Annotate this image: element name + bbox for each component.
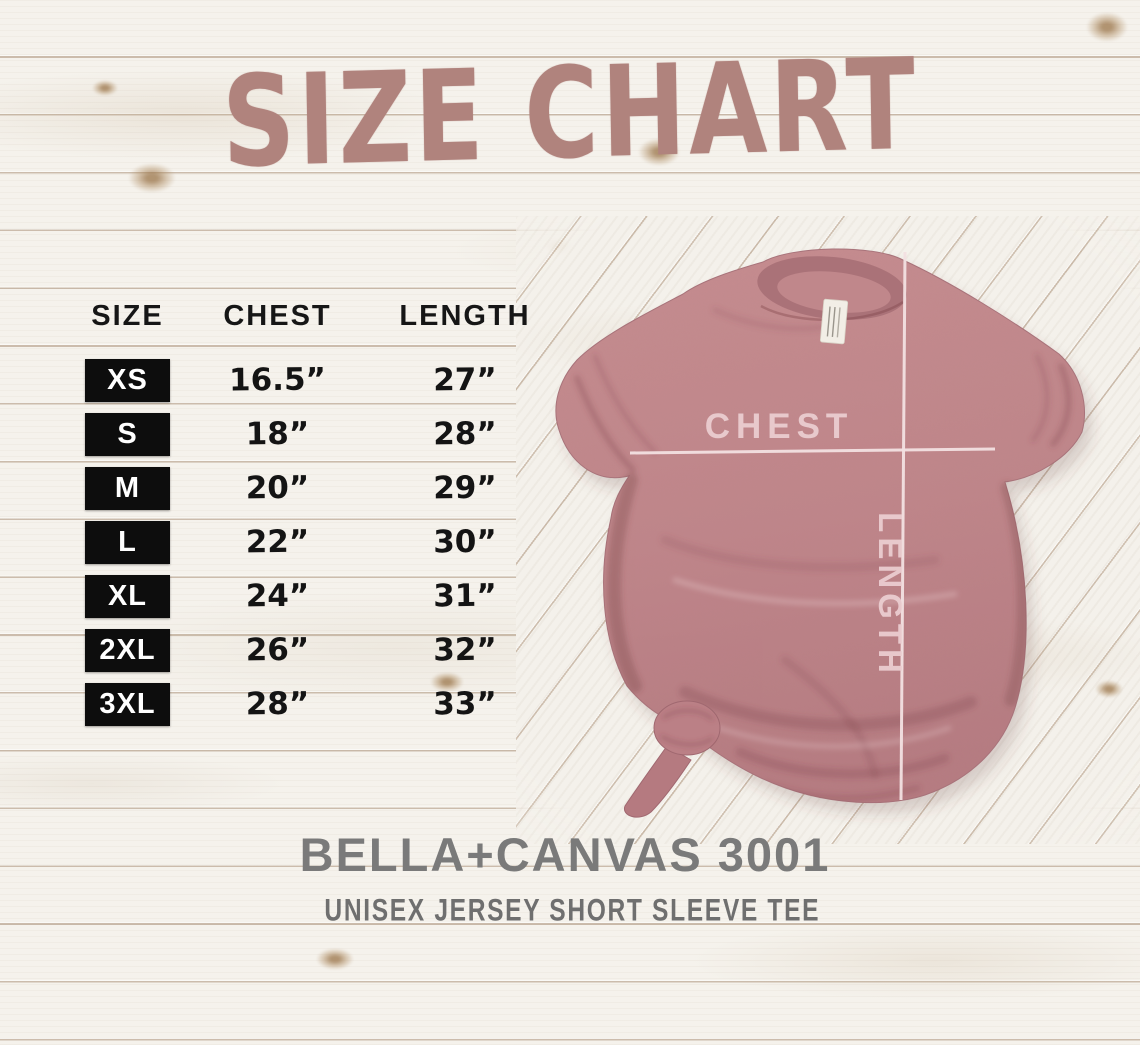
wood-knot: [128, 163, 176, 193]
length-value: 33”: [433, 685, 497, 723]
tshirt-photo: CHEST LENGTH: [535, 230, 1115, 830]
wood-knot: [430, 672, 464, 692]
size-badge: 2XL: [85, 629, 170, 672]
length-value: 30”: [433, 523, 497, 561]
table-header: SIZE CHEST LENGTH: [85, 300, 555, 333]
size-badge: S: [85, 413, 170, 456]
product-subtitle: UNISEX JERSEY SHORT SLEEVE TEE: [72, 893, 1072, 928]
size-badge: M: [85, 467, 170, 510]
header-size: SIZE: [91, 300, 164, 332]
chest-value: 28”: [245, 685, 310, 723]
chest-value: 24”: [245, 577, 310, 615]
length-value: 29”: [433, 469, 497, 507]
length-value: 32”: [433, 631, 497, 669]
table-row: S 18” 28”: [85, 413, 555, 456]
tshirt-collar: [757, 256, 907, 322]
chest-value: 26”: [245, 631, 310, 669]
chest-label: CHEST: [705, 407, 854, 446]
table-row: M 20” 29”: [85, 467, 555, 510]
header-chest: CHEST: [223, 300, 332, 332]
wood-knot: [1095, 680, 1123, 698]
table-row: XL 24” 31”: [85, 575, 555, 618]
chest-value: 18”: [245, 415, 310, 453]
chest-measure-line: [629, 447, 996, 455]
table-row: L 22” 30”: [85, 521, 555, 564]
size-badge: 3XL: [85, 683, 170, 726]
chest-value: 16.5”: [228, 361, 327, 399]
product-subtitle-text: UNISEX JERSEY SHORT SLEEVE TEE: [324, 893, 820, 928]
size-badge: XL: [85, 575, 170, 618]
length-value: 28”: [433, 415, 497, 453]
wood-knot: [638, 138, 680, 166]
chest-value: 22”: [245, 523, 310, 561]
length-label: LENGTH: [872, 512, 909, 678]
length-measure-line: [899, 251, 907, 801]
table-row: 2XL 26” 32”: [85, 629, 555, 672]
header-length: LENGTH: [399, 300, 531, 332]
wood-knot: [92, 80, 118, 96]
wood-knot: [316, 948, 354, 970]
neck-tag: [819, 298, 849, 345]
table-row: XS 16.5” 27”: [85, 359, 555, 402]
page-title: SIZE CHART: [221, 31, 919, 197]
size-badge: XS: [85, 359, 170, 402]
wood-knot: [1086, 12, 1128, 42]
hem-knot: [623, 700, 721, 818]
size-badge: L: [85, 521, 170, 564]
length-value: 27”: [433, 361, 497, 399]
chest-value: 20”: [245, 469, 310, 507]
brand-name: BELLA+CANVAS 3001: [299, 828, 831, 881]
length-value: 31”: [433, 577, 497, 615]
table-row: 3XL 28” 33”: [85, 683, 555, 726]
size-table: SIZE CHEST LENGTH XS 16.5” 27” S 18” 28”…: [85, 300, 555, 737]
